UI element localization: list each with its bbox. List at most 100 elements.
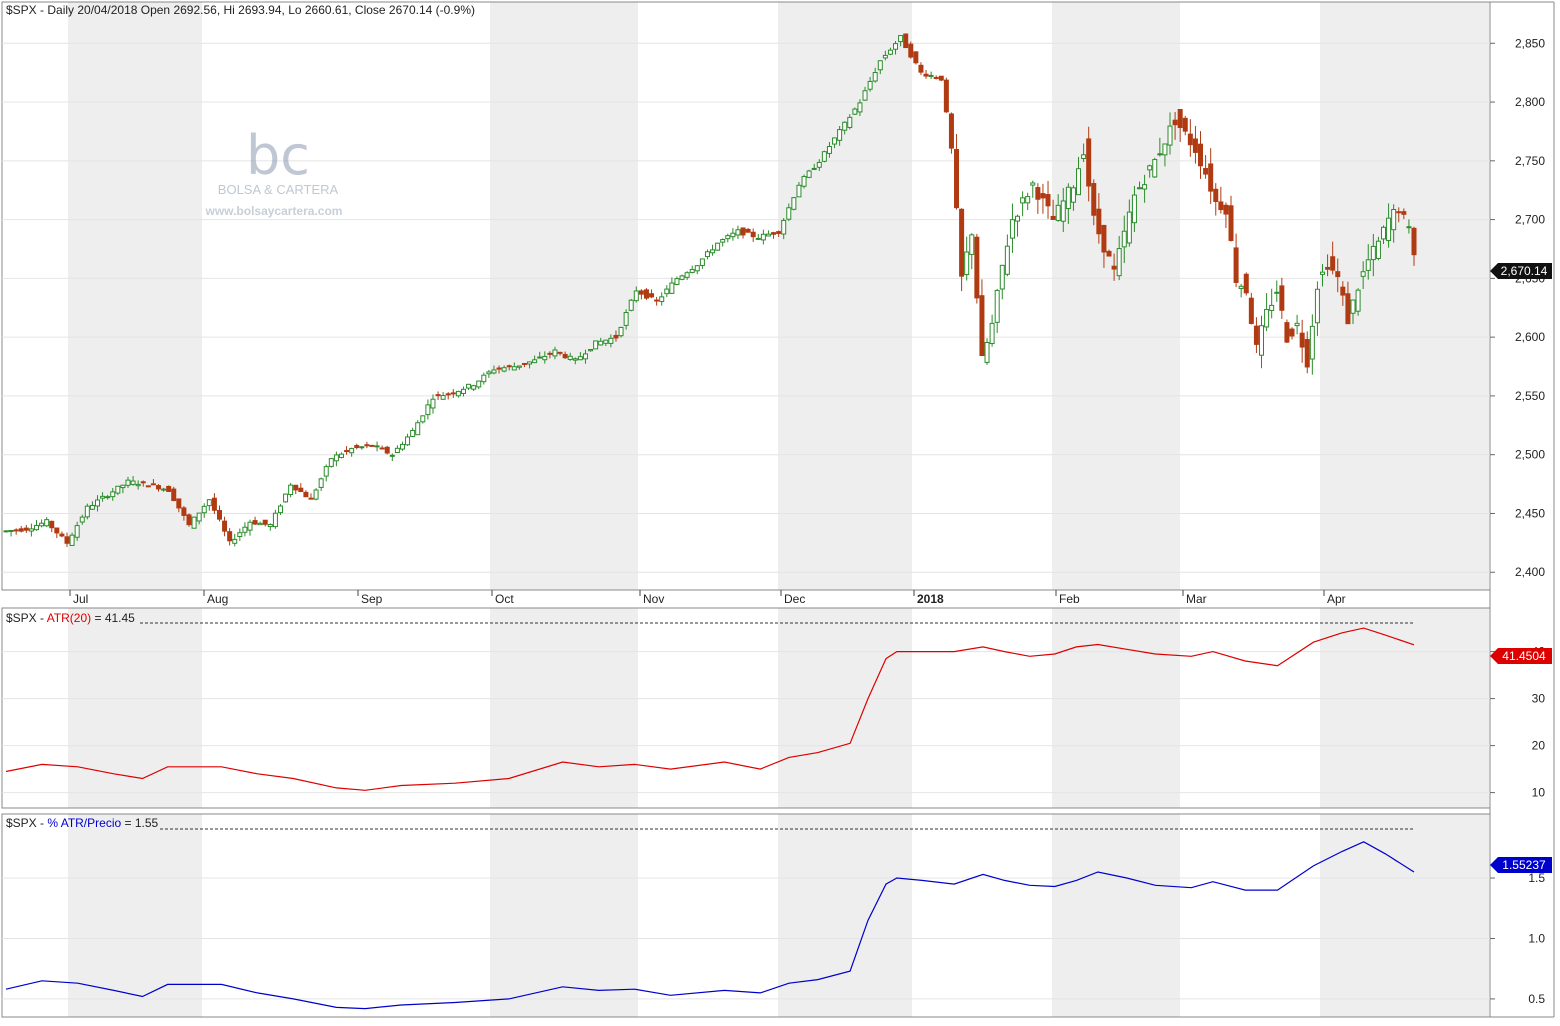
candle <box>898 35 904 47</box>
candle <box>130 476 136 486</box>
candle <box>298 483 304 493</box>
candle <box>918 62 924 75</box>
candle <box>44 517 50 528</box>
month-shade-band <box>778 2 912 590</box>
candle <box>1070 185 1076 211</box>
price-y-tick-label: 2,550 <box>1515 389 1545 403</box>
pct-header: $SPX - % ATR/Precio = 1.55 <box>6 816 159 830</box>
x-axis-labels: Jul Aug Sep Oct Nov Dec 2018 Feb Mar Apr <box>69 590 1346 606</box>
candle <box>959 208 965 292</box>
candle <box>582 349 588 364</box>
candle <box>608 334 614 348</box>
candle <box>1381 225 1387 244</box>
candle <box>1330 241 1336 275</box>
candle <box>771 231 777 239</box>
candle <box>1396 207 1402 223</box>
candle <box>1309 314 1315 375</box>
candle <box>654 296 660 306</box>
price-y-tick-label: 2,750 <box>1515 154 1545 168</box>
candle <box>826 141 832 158</box>
candle <box>430 394 436 414</box>
price-y-tick-label: 2,850 <box>1515 36 1545 50</box>
candle <box>94 495 100 512</box>
watermark-name: BOLSA & CARTERA <box>218 182 339 197</box>
candle <box>1264 293 1270 332</box>
candle <box>1096 193 1102 244</box>
candle <box>293 484 299 495</box>
pct-atr-line <box>5 841 1415 1010</box>
candle <box>547 351 553 359</box>
candle <box>928 71 934 80</box>
month-shade-band <box>490 2 638 590</box>
candle <box>532 355 538 364</box>
candle <box>923 69 929 79</box>
candle <box>755 233 761 240</box>
candle <box>379 445 385 450</box>
candle <box>1238 283 1244 298</box>
candle <box>1137 181 1143 190</box>
x-axis-label: Mar <box>1186 592 1207 606</box>
candle <box>344 446 350 455</box>
candle <box>84 503 90 520</box>
candle <box>384 445 390 455</box>
candle <box>211 493 217 515</box>
candle <box>1086 126 1092 202</box>
candle <box>364 441 370 449</box>
candle <box>1116 235 1122 281</box>
price-y-tick-label: 2,800 <box>1515 95 1545 109</box>
candle <box>1360 261 1366 289</box>
candle <box>506 364 512 371</box>
x-axis-label: Feb <box>1059 592 1080 606</box>
pct-panel-frame <box>1 813 1491 1018</box>
candle <box>69 532 75 546</box>
candle <box>903 33 909 49</box>
candle <box>694 265 700 275</box>
candle <box>242 522 248 537</box>
candle <box>206 499 212 511</box>
candle <box>140 480 146 487</box>
candle <box>664 285 670 297</box>
candle <box>1375 236 1381 261</box>
peak-reference-lines <box>140 622 1415 830</box>
candle <box>1299 319 1305 363</box>
candle <box>1182 115 1188 136</box>
candle <box>954 134 960 210</box>
x-axis-label: Aug <box>207 592 228 606</box>
candle <box>313 488 319 501</box>
candle <box>74 521 80 541</box>
candle <box>1050 199 1056 220</box>
candle <box>908 41 914 59</box>
candle <box>857 99 863 116</box>
candle <box>328 458 334 468</box>
price-last-marker <box>1490 263 1552 279</box>
candle <box>1228 195 1234 242</box>
pct-y-tick-label: 0.5 <box>1528 992 1545 1006</box>
candle <box>272 509 278 529</box>
candle <box>867 76 873 92</box>
candle <box>984 338 990 365</box>
candle <box>593 340 599 350</box>
price-y-tick-label: 2,700 <box>1515 213 1545 227</box>
month-shade-band <box>1052 608 1180 808</box>
month-shade-band <box>68 814 202 1017</box>
x-axis-label: Oct <box>495 592 514 606</box>
candle <box>176 498 182 513</box>
candle <box>511 362 517 371</box>
atr-header: $SPX - ATR(20) = 41.45 <box>6 611 135 625</box>
price-y-tick-label: 2,450 <box>1515 506 1545 520</box>
candle <box>837 126 843 146</box>
month-shade-band <box>1052 2 1180 590</box>
candle <box>283 493 289 503</box>
candle <box>405 433 411 446</box>
candle <box>1233 233 1239 288</box>
pct-last-marker <box>1490 857 1552 873</box>
candle <box>887 47 893 56</box>
candle <box>628 298 634 312</box>
candle <box>516 365 522 370</box>
candle <box>445 392 451 400</box>
candle <box>1269 288 1275 319</box>
candle <box>537 351 543 359</box>
atr-last-label: 41.4504 <box>1502 649 1546 663</box>
